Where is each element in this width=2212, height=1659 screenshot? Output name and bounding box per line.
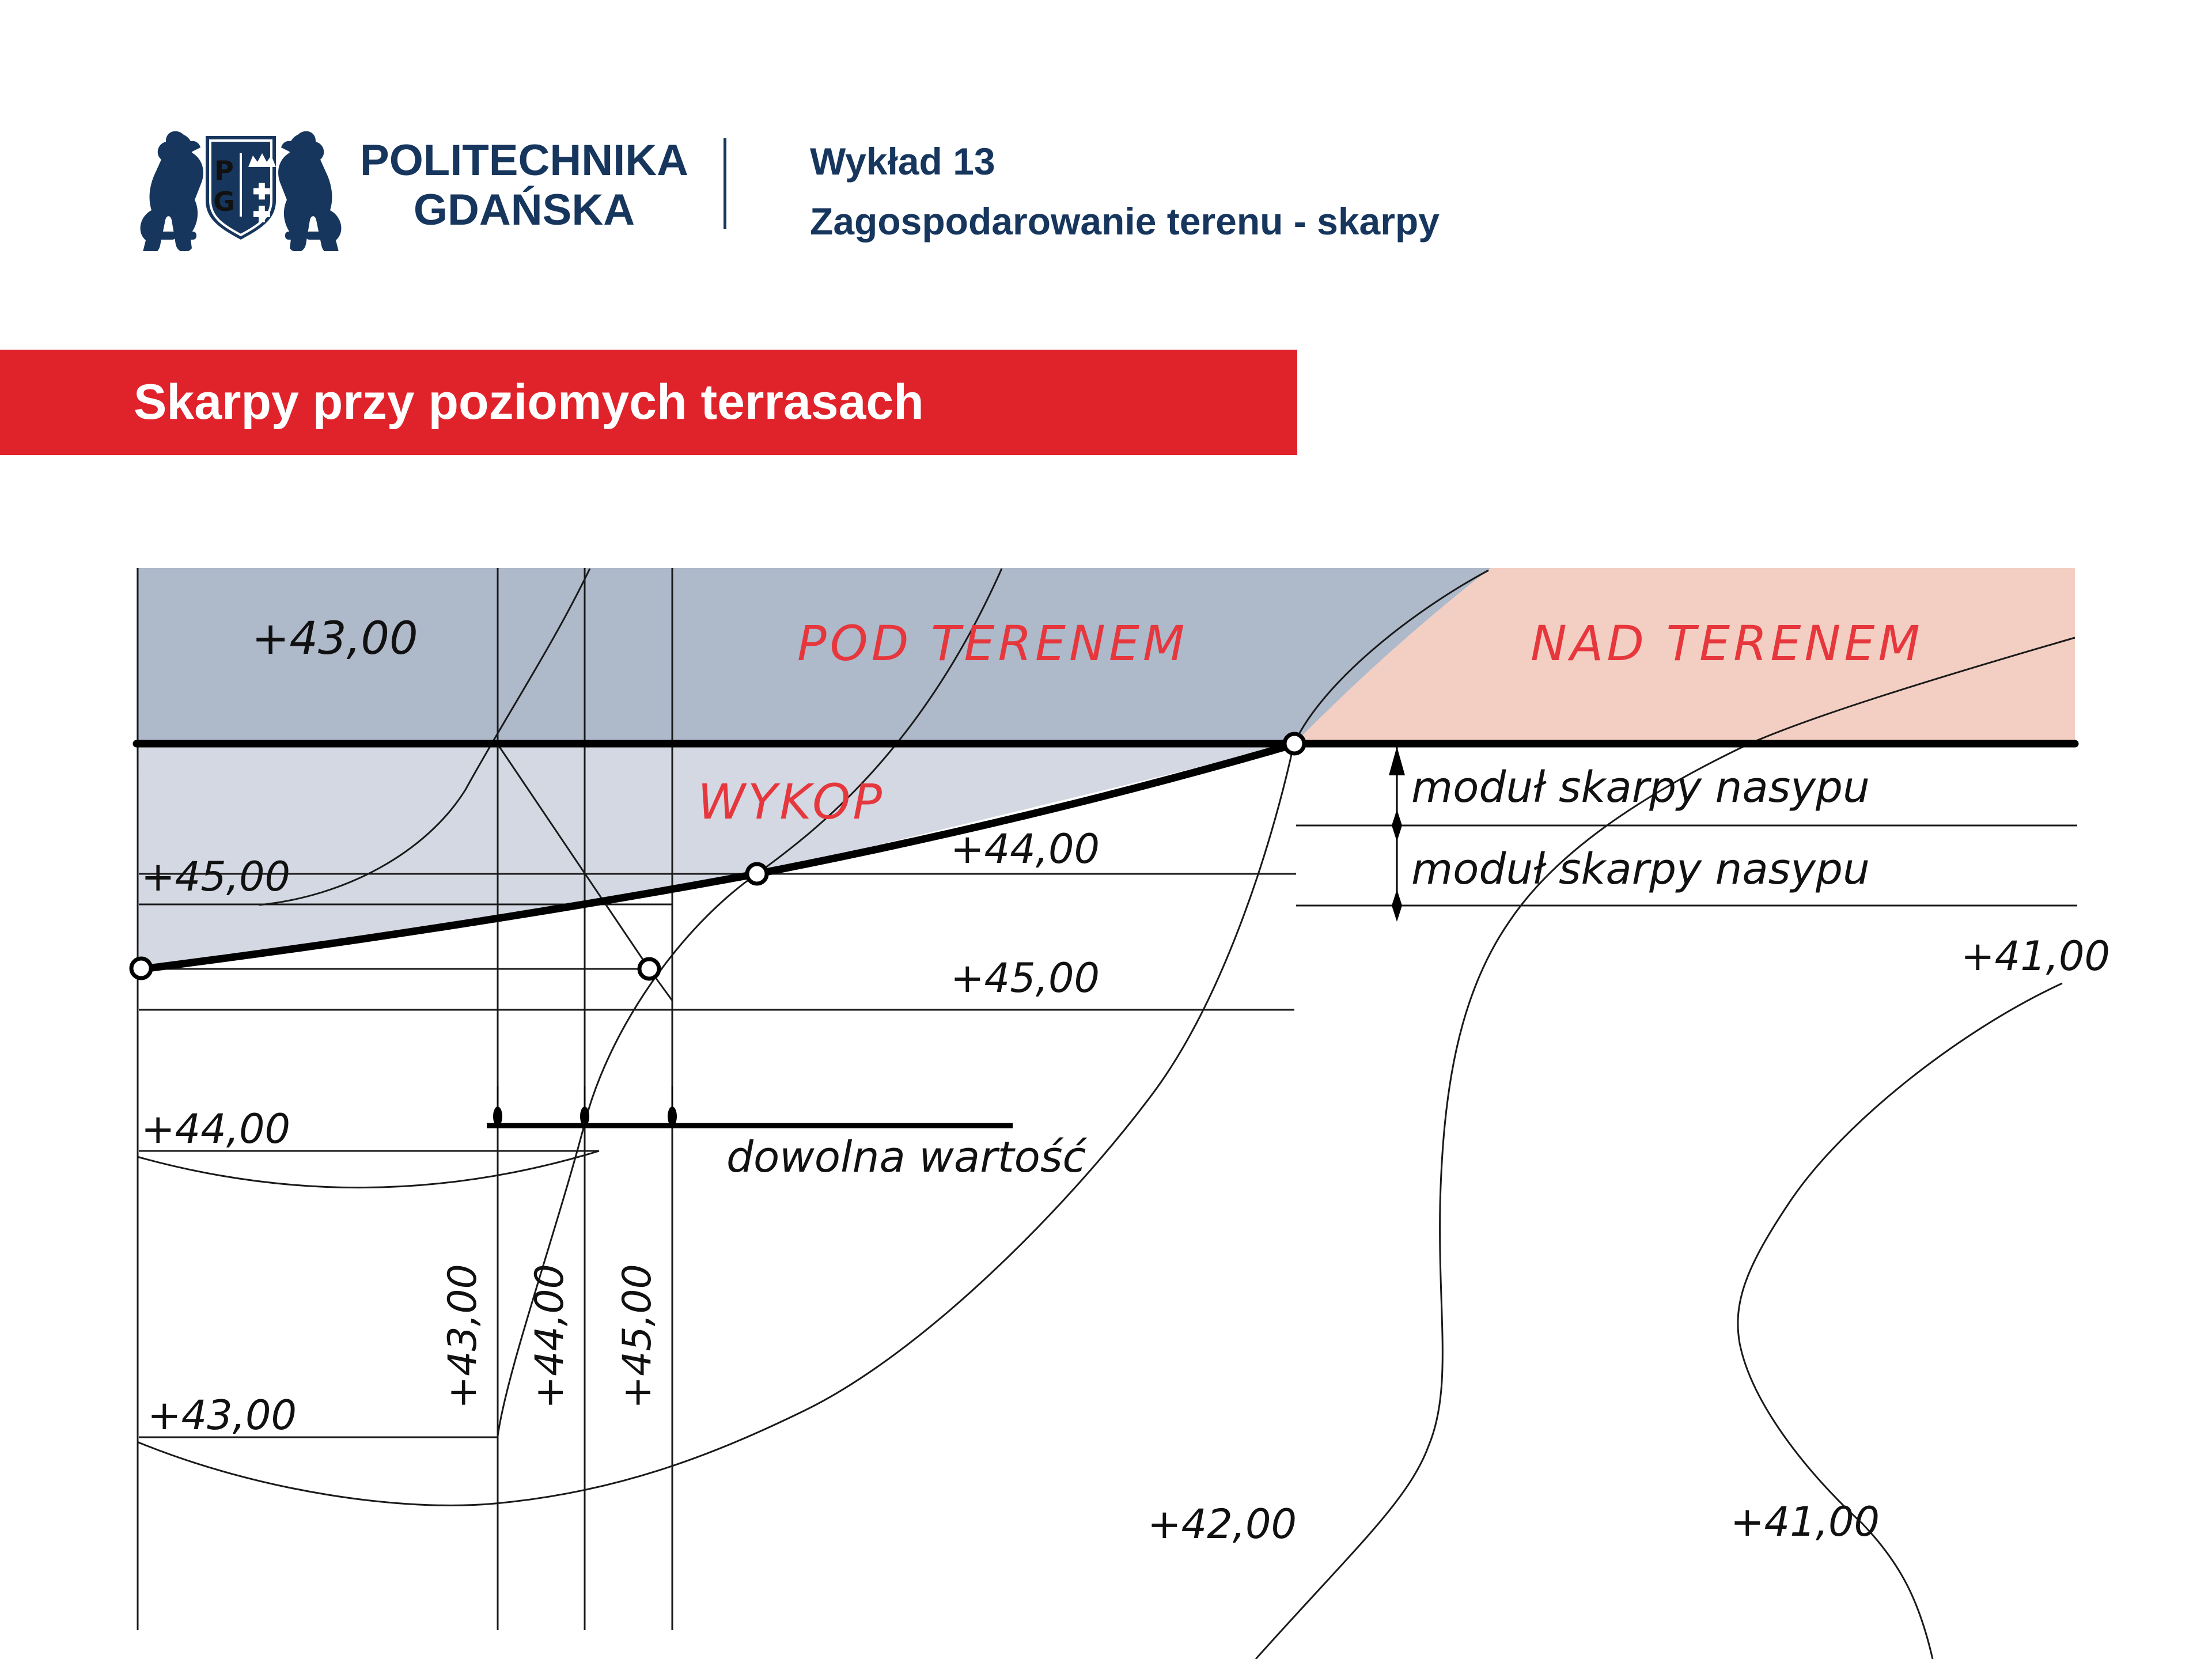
elevation-label-mid-44: +44,00 bbox=[950, 825, 1100, 873]
contour-line-42 bbox=[1255, 637, 2075, 1659]
dimension-diamond-icon bbox=[1392, 809, 1402, 842]
dimension-tick-icon bbox=[493, 1107, 502, 1126]
region-nad-terenem bbox=[1294, 568, 2075, 744]
node-circle bbox=[745, 862, 769, 886]
dimension-diamond-icon bbox=[1392, 889, 1402, 922]
construction-line-q bbox=[497, 568, 1003, 1437]
elevation-label-top-43: +43,00 bbox=[252, 613, 418, 665]
region-label-wykop: WYKOP bbox=[698, 774, 884, 830]
university-name: POLITECHNIKA GDAŃSKA bbox=[354, 136, 694, 235]
banner-title: Skarpy przy poziomych terrasach bbox=[134, 374, 924, 430]
header-divider bbox=[724, 138, 726, 229]
annotation-dowolna-wartosc: dowolna wartość bbox=[726, 1132, 1088, 1182]
node-circle bbox=[129, 956, 153, 980]
node-circle bbox=[637, 957, 661, 981]
dimension-dowolna-wartosc bbox=[487, 1086, 1013, 1128]
arrow-up-icon bbox=[1389, 747, 1405, 775]
region-label-pod-terenem: POD TERENEM bbox=[797, 615, 1188, 672]
elevation-label-right-41: +41,00 bbox=[1961, 933, 2110, 980]
elevation-label-rot-43: +43,00 bbox=[440, 1264, 486, 1409]
elevation-label-left-43: +43,00 bbox=[147, 1392, 297, 1439]
lion-left-icon bbox=[140, 131, 203, 251]
crown-icon bbox=[248, 153, 276, 167]
region-pod-terenem bbox=[137, 568, 1491, 744]
pg-logo-icon: P G bbox=[140, 131, 342, 251]
logo-letter-g: G bbox=[213, 186, 235, 217]
elevation-label-bottom-42: +42,00 bbox=[1147, 1501, 1297, 1548]
contour-line-41 bbox=[1737, 982, 2063, 1659]
annotation-modul-2: moduł skarpy nasypu bbox=[1411, 844, 1870, 894]
university-name-line1: POLITECHNIKA bbox=[360, 136, 688, 185]
region-wykop bbox=[137, 744, 1294, 969]
lecture-title: Wykład 13 bbox=[810, 140, 995, 183]
annotation-modul-1: moduł skarpy nasypu bbox=[1411, 763, 1870, 812]
elevation-label-rot-45: +45,00 bbox=[615, 1264, 660, 1409]
cross-icon bbox=[253, 206, 270, 222]
elevation-label-mid-45: +45,00 bbox=[950, 955, 1100, 1002]
elevation-label-rot-44: +44,00 bbox=[527, 1264, 573, 1409]
shield-icon: P G bbox=[206, 136, 276, 240]
elevation-label-left-44: +44,00 bbox=[141, 1105, 290, 1153]
contour-dip-44 bbox=[137, 1150, 600, 1189]
dimension-tick-icon bbox=[580, 1107, 589, 1126]
university-name-line2: GDAŃSKA bbox=[413, 185, 635, 234]
contour-line-upper-left bbox=[259, 568, 591, 906]
logo-letter-p: P bbox=[214, 155, 234, 186]
lion-right-icon bbox=[278, 131, 342, 251]
region-label-nad-terenem: NAD TERENEM bbox=[1531, 615, 1923, 672]
lecture-subtitle: Zagospodarowanie terenu - skarpy bbox=[810, 200, 1440, 243]
cross-icon bbox=[253, 183, 270, 200]
node-circle bbox=[1282, 732, 1306, 756]
dimension-tick-icon bbox=[668, 1107, 677, 1126]
slide-banner: Skarpy przy poziomych terrasach bbox=[0, 350, 1297, 455]
slide-header: P G POLITECHNIKA GDAŃSKA Wykład 13 Zagos… bbox=[0, 0, 2212, 346]
elevation-label-bottom-41: +41,00 bbox=[1730, 1498, 1880, 1546]
elevation-label-left-45: +45,00 bbox=[141, 853, 290, 900]
dimension-modul-skarpy bbox=[1389, 744, 1405, 922]
